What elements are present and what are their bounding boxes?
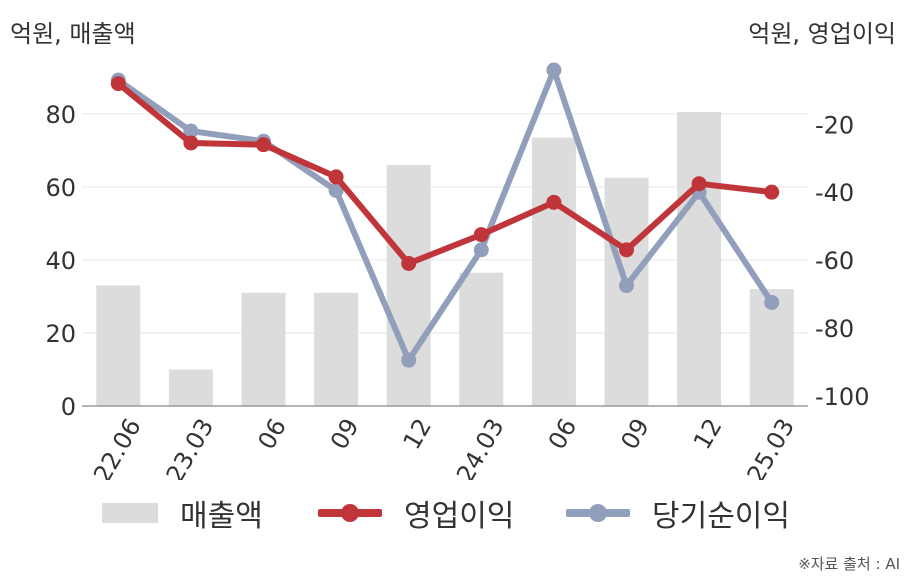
legend-item-net-profit: 당기순이익 <box>566 490 790 536</box>
operating-profit-point <box>183 135 199 151</box>
net-profit-point <box>328 182 344 198</box>
x-tick-label: 24.03 <box>451 414 510 480</box>
legend-label-operating-profit: 영업이익 <box>404 499 515 534</box>
operating-profit-point <box>256 137 271 153</box>
legend-label-revenue: 매출액 <box>180 499 263 534</box>
revenue-bar <box>241 292 286 406</box>
revenue-bar <box>168 369 213 406</box>
x-tick-label: 06 <box>252 414 292 454</box>
net-profit-point <box>183 123 199 139</box>
legend-item-operating-profit: 영업이익 <box>318 490 514 536</box>
net-profit-point <box>619 278 634 294</box>
revenue-bars <box>96 112 794 406</box>
operating-profit-point <box>691 176 707 192</box>
right-y-tick-label: -100 <box>815 383 869 411</box>
net-profit-point <box>473 242 489 258</box>
operating-profit-line <box>115 80 775 267</box>
x-axis: 22.06 23.03 06 09 12 24.03 06 09 12 25.03 <box>88 414 800 480</box>
revenue-bar <box>386 164 431 406</box>
right-y-tick-label: -20 <box>815 111 854 139</box>
left-axis-unit-label: 억원, 매출액 <box>10 20 136 48</box>
operating-profit-point <box>546 194 562 210</box>
net-profit-point <box>401 352 417 368</box>
legend-label-net-profit: 당기순이익 <box>652 499 790 534</box>
source-note: ※자료 출처 : AI <box>798 555 900 573</box>
left-y-tick-label: 80 <box>45 101 76 129</box>
operating-profit-point <box>619 242 634 258</box>
net-profit-line <box>115 67 775 364</box>
combo-chart: 0 20 40 60 80 -100 -80 -60 -40 -20 22.06 23.03 06 0… <box>45 62 869 480</box>
x-tick-label: 25.03 <box>742 414 801 480</box>
x-tick-label: 23.03 <box>161 414 220 480</box>
operating-profit-point <box>473 227 489 243</box>
x-tick-label: 09 <box>615 414 655 454</box>
x-tick-label: 12 <box>688 414 728 454</box>
net-profit-point <box>546 62 562 78</box>
operating-profit-point <box>401 255 417 271</box>
x-tick-label: 22.06 <box>88 414 147 480</box>
x-tick-label: 09 <box>325 414 365 454</box>
operating-profit-point <box>764 184 780 200</box>
left-y-tick-label: 60 <box>45 174 76 202</box>
left-y-tick-label: 20 <box>45 320 76 348</box>
profit-lines <box>110 62 780 368</box>
x-tick-label: 06 <box>543 414 583 454</box>
revenue-bar <box>459 272 504 406</box>
right-y-tick-label: -60 <box>815 247 854 275</box>
revenue-bar <box>677 112 722 406</box>
x-tick-label: 12 <box>398 414 438 454</box>
legend-swatch-revenue <box>102 503 158 523</box>
revenue-bar <box>314 292 359 406</box>
legend-swatch-net-profit <box>566 503 630 523</box>
revenue-bar <box>96 285 141 406</box>
legend-item-revenue: 매출액 <box>102 490 263 536</box>
revenue-bar <box>531 137 576 406</box>
right-y-tick-label: -80 <box>815 315 854 343</box>
operating-profit-point <box>328 169 344 185</box>
left-y-tick-label: 40 <box>45 247 76 275</box>
left-y-axis: 0 20 40 60 80 <box>45 101 76 421</box>
left-y-tick-label: 0 <box>61 393 76 421</box>
net-profit-point <box>764 294 780 310</box>
right-y-tick-label: -40 <box>815 179 854 207</box>
operating-profit-point <box>110 76 126 92</box>
right-axis-unit-label: 억원, 영업이익 <box>748 20 896 48</box>
right-y-axis: -100 -80 -60 -40 -20 <box>815 111 869 411</box>
legend: 매출액 영업이익 당기순이익 <box>0 490 908 536</box>
legend-swatch-operating-profit <box>318 503 382 523</box>
